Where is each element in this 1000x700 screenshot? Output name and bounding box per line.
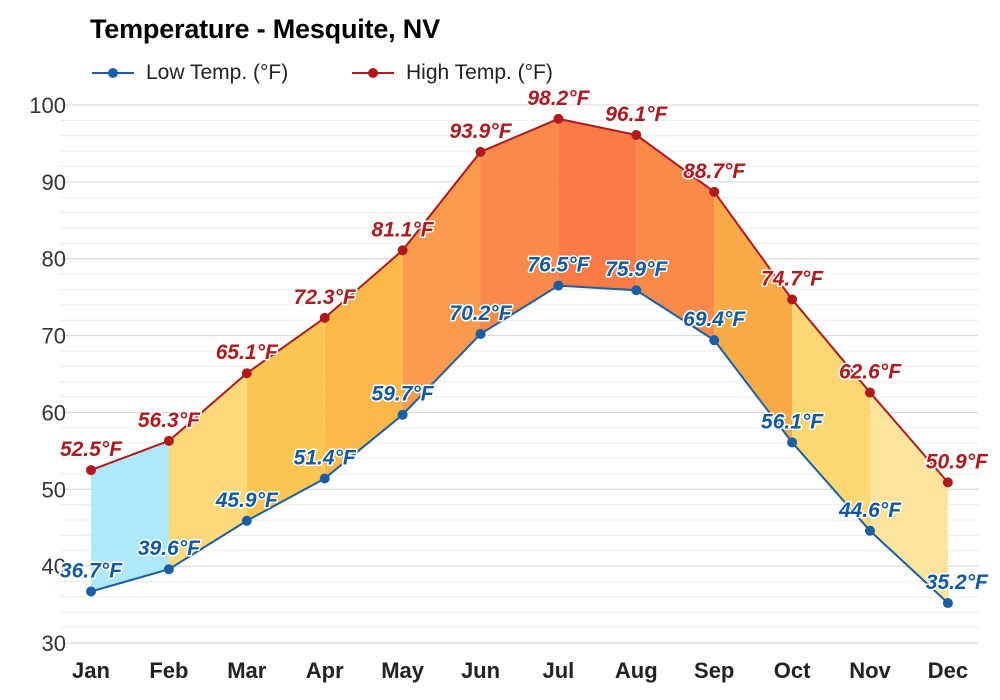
band-apr [324, 250, 403, 479]
x-tick-label: Aug [615, 658, 658, 683]
low-point-mar [241, 515, 252, 526]
band-oct [792, 299, 870, 531]
x-tick-label: Oct [774, 658, 811, 683]
low-point-apr [319, 473, 330, 484]
band-aug [636, 134, 715, 341]
low-point-oct [787, 437, 798, 448]
x-tick-label: Dec [928, 658, 968, 683]
low-label-jun: 70.2°F [449, 302, 512, 325]
high-point-jan [86, 465, 96, 476]
y-tick-label: 70 [42, 324, 66, 349]
x-tick-label: Mar [227, 658, 267, 683]
band-jul [558, 118, 637, 291]
band-jun [480, 118, 559, 335]
high-label-aug: 96.1°F [605, 103, 668, 126]
high-point-dec [942, 477, 953, 488]
low-label-nov: 44.6°F [838, 499, 902, 522]
x-tick-label: Feb [149, 658, 188, 683]
high-point-jun [475, 146, 486, 157]
chart-title: Temperature - Mesquite, NV [90, 14, 440, 44]
y-tick-label: 60 [42, 400, 66, 425]
low-temp-line [90, 284, 949, 604]
band-nov [870, 392, 948, 604]
high-label-mar: 65.1°F [216, 341, 279, 364]
high-point-apr [319, 312, 330, 323]
x-tick-label: Jul [543, 658, 575, 683]
legend-item-high[interactable]: High Temp. (°F) [350, 61, 553, 85]
low-point-nov [865, 525, 875, 536]
legend-high-label: High Temp. (°F) [406, 61, 553, 84]
x-tick-label: Sep [694, 658, 734, 683]
low-label-may: 59.7°F [372, 383, 435, 406]
band-jan [91, 440, 169, 592]
high-label-nov: 62.6°F [839, 360, 902, 383]
y-tick-label: 100 [29, 93, 66, 118]
high-label-jan: 52.5°F [60, 438, 123, 461]
low-point-sep [709, 335, 720, 346]
high-point-sep [709, 186, 720, 197]
high-point-feb [163, 435, 174, 446]
x-tick-label: May [381, 658, 425, 683]
high-label-jul: 98.2°F [527, 87, 590, 110]
low-label-dec: 35.2°F [926, 571, 989, 594]
band-feb [168, 373, 247, 570]
high-label-oct: 74.7°F [761, 267, 824, 290]
low-point-feb [163, 564, 174, 575]
y-tick-label: 50 [42, 477, 66, 502]
legend-item-low[interactable]: Low Temp. (°F) [90, 61, 288, 85]
low-label-sep: 69.4°F [683, 308, 746, 331]
low-point-may [397, 409, 408, 420]
high-label-apr: 72.3°F [294, 286, 357, 309]
high-point-nov [865, 387, 875, 398]
high-label-sep: 88.7°F [683, 160, 746, 183]
low-label-jan: 36.7°F [60, 560, 123, 583]
high-label-jun: 93.9°F [449, 120, 512, 143]
y-tick-label: 40 [42, 554, 66, 579]
legend-high-marker-icon [352, 68, 394, 78]
y-tick-label: 90 [42, 170, 66, 195]
low-label-oct: 56.1°F [761, 410, 824, 433]
high-temp-line [90, 117, 949, 484]
low-point-dec [942, 598, 953, 609]
legend-low-label: Low Temp. (°F) [146, 61, 289, 84]
x-tick-label: Jun [461, 658, 500, 683]
high-label-may: 81.1°F [372, 218, 435, 241]
x-tick-label: Apr [306, 658, 344, 683]
low-point-aug [631, 285, 642, 296]
low-label-mar: 45.9°F [215, 489, 279, 512]
low-point-jul [553, 280, 564, 291]
high-point-aug [631, 129, 642, 140]
low-label-jul: 76.5°F [527, 254, 590, 277]
band-may [402, 151, 481, 415]
high-label-dec: 50.9°F [926, 450, 989, 473]
x-tick-label: Jan [72, 658, 110, 683]
y-tick-label: 30 [42, 631, 66, 656]
high-point-jul [553, 113, 564, 124]
high-point-may [397, 245, 408, 256]
low-point-jun [475, 329, 486, 340]
legend-low-marker-icon [92, 68, 134, 78]
high-point-mar [241, 368, 252, 379]
band-mar [246, 317, 325, 521]
low-label-aug: 75.9°F [605, 258, 668, 281]
low-label-feb: 39.6°F [138, 537, 201, 560]
low-point-jan [86, 586, 96, 597]
x-tick-label: Nov [849, 658, 891, 683]
high-point-oct [787, 294, 798, 305]
high-label-feb: 56.3°F [138, 409, 201, 432]
low-label-apr: 51.4°F [294, 447, 357, 470]
y-tick-label: 80 [42, 247, 66, 272]
band-sep [714, 191, 793, 443]
